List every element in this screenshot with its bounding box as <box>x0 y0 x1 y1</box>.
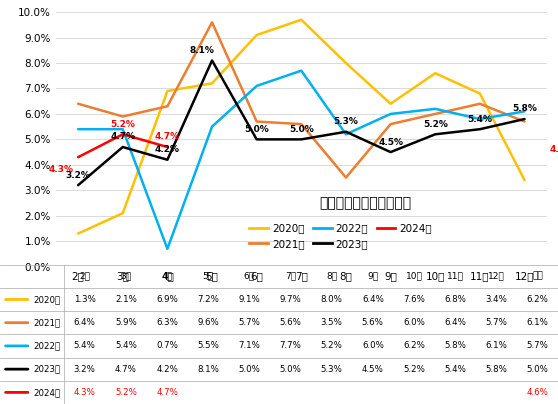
Text: 6.9%: 6.9% <box>156 295 178 304</box>
Text: 5.2%: 5.2% <box>110 120 135 129</box>
Text: 汽车行业销售利润率走势: 汽车行业销售利润率走势 <box>319 196 411 210</box>
Text: 8.1%: 8.1% <box>198 365 219 374</box>
Text: 5.3%: 5.3% <box>334 117 358 126</box>
Text: 5月: 5月 <box>203 272 214 281</box>
Text: 9.6%: 9.6% <box>198 318 219 327</box>
Text: 年度: 年度 <box>532 272 543 281</box>
Text: 4.5%: 4.5% <box>378 137 403 147</box>
Text: 3.2%: 3.2% <box>66 170 90 180</box>
Text: 11月: 11月 <box>447 272 464 281</box>
Text: 5.4%: 5.4% <box>468 115 492 124</box>
Text: 6.0%: 6.0% <box>403 318 425 327</box>
Text: 5.7%: 5.7% <box>238 318 260 327</box>
Text: 9.1%: 9.1% <box>238 295 260 304</box>
Text: 4.3%: 4.3% <box>49 165 74 174</box>
Text: 2024年: 2024年 <box>34 388 61 397</box>
Text: 1.3%: 1.3% <box>74 295 95 304</box>
Text: 5.7%: 5.7% <box>485 318 507 327</box>
Text: 5.4%: 5.4% <box>74 341 95 350</box>
Text: 2月: 2月 <box>79 272 90 281</box>
Text: 3月: 3月 <box>121 272 132 281</box>
Text: 6.4%: 6.4% <box>362 295 384 304</box>
Text: 10月: 10月 <box>406 272 422 281</box>
Text: 4.7%: 4.7% <box>110 133 136 141</box>
Text: 5.7%: 5.7% <box>527 341 549 350</box>
Text: 5.4%: 5.4% <box>444 365 466 374</box>
Text: 5.6%: 5.6% <box>280 318 301 327</box>
Text: 2020年: 2020年 <box>34 295 61 304</box>
Text: 5.2%: 5.2% <box>423 120 448 129</box>
Text: 9.7%: 9.7% <box>280 295 301 304</box>
Text: 6.4%: 6.4% <box>444 318 466 327</box>
Text: 12月: 12月 <box>488 272 504 281</box>
Text: 5.9%: 5.9% <box>115 318 137 327</box>
Text: 5.0%: 5.0% <box>289 125 314 134</box>
Text: 2022年: 2022年 <box>34 341 61 350</box>
Text: 7.2%: 7.2% <box>198 295 219 304</box>
Text: 6月: 6月 <box>244 272 255 281</box>
Text: 2.1%: 2.1% <box>115 295 137 304</box>
Text: 6.8%: 6.8% <box>444 295 466 304</box>
Text: 5.2%: 5.2% <box>115 388 137 397</box>
Text: 5.0%: 5.0% <box>527 365 549 374</box>
Text: 6.4%: 6.4% <box>74 318 95 327</box>
Text: 6.3%: 6.3% <box>156 318 178 327</box>
Text: 5.4%: 5.4% <box>115 341 137 350</box>
Text: 3.5%: 3.5% <box>321 318 343 327</box>
Text: 8.0%: 8.0% <box>321 295 343 304</box>
Text: 4.6%: 4.6% <box>550 145 558 154</box>
Text: 2021年: 2021年 <box>34 318 61 327</box>
Legend: 2020年, 2021年, 2022年, 2023年, 2024年: 2020年, 2021年, 2022年, 2023年, 2024年 <box>249 223 432 249</box>
Text: 5.8%: 5.8% <box>485 365 507 374</box>
Text: 7.7%: 7.7% <box>280 341 301 350</box>
Text: 5.3%: 5.3% <box>321 365 343 374</box>
Text: 5.2%: 5.2% <box>321 341 343 350</box>
Text: 6.1%: 6.1% <box>527 318 549 327</box>
Text: 5.2%: 5.2% <box>403 365 425 374</box>
Text: 4.5%: 4.5% <box>362 365 384 374</box>
Text: 7月: 7月 <box>285 272 296 281</box>
Text: 2023年: 2023年 <box>34 365 61 374</box>
Text: 9月: 9月 <box>367 272 378 281</box>
Text: 6.2%: 6.2% <box>403 341 425 350</box>
Text: 6.2%: 6.2% <box>527 295 549 304</box>
Text: 3.2%: 3.2% <box>74 365 95 374</box>
Text: 5.8%: 5.8% <box>512 105 537 114</box>
Text: 5.0%: 5.0% <box>244 125 269 134</box>
Text: 4.7%: 4.7% <box>156 388 178 397</box>
Text: 4.7%: 4.7% <box>115 365 137 374</box>
Text: 4.2%: 4.2% <box>155 145 180 154</box>
Text: 5.0%: 5.0% <box>280 365 301 374</box>
Text: 5.6%: 5.6% <box>362 318 384 327</box>
Text: 7.1%: 7.1% <box>238 341 260 350</box>
Text: 0.7%: 0.7% <box>156 341 178 350</box>
Text: 6.1%: 6.1% <box>485 341 507 350</box>
Text: 4.3%: 4.3% <box>74 388 95 397</box>
Text: 5.5%: 5.5% <box>198 341 219 350</box>
Text: 5.0%: 5.0% <box>238 365 260 374</box>
Text: 6.0%: 6.0% <box>362 341 384 350</box>
Text: 5.8%: 5.8% <box>444 341 466 350</box>
Text: 8月: 8月 <box>326 272 337 281</box>
Text: 8.1%: 8.1% <box>190 46 215 55</box>
Text: 3.4%: 3.4% <box>485 295 507 304</box>
Text: 4.6%: 4.6% <box>527 388 549 397</box>
Text: 7.6%: 7.6% <box>403 295 425 304</box>
Text: 4月: 4月 <box>162 272 172 281</box>
Text: 4.7%: 4.7% <box>155 133 180 141</box>
Text: 4.2%: 4.2% <box>156 365 178 374</box>
